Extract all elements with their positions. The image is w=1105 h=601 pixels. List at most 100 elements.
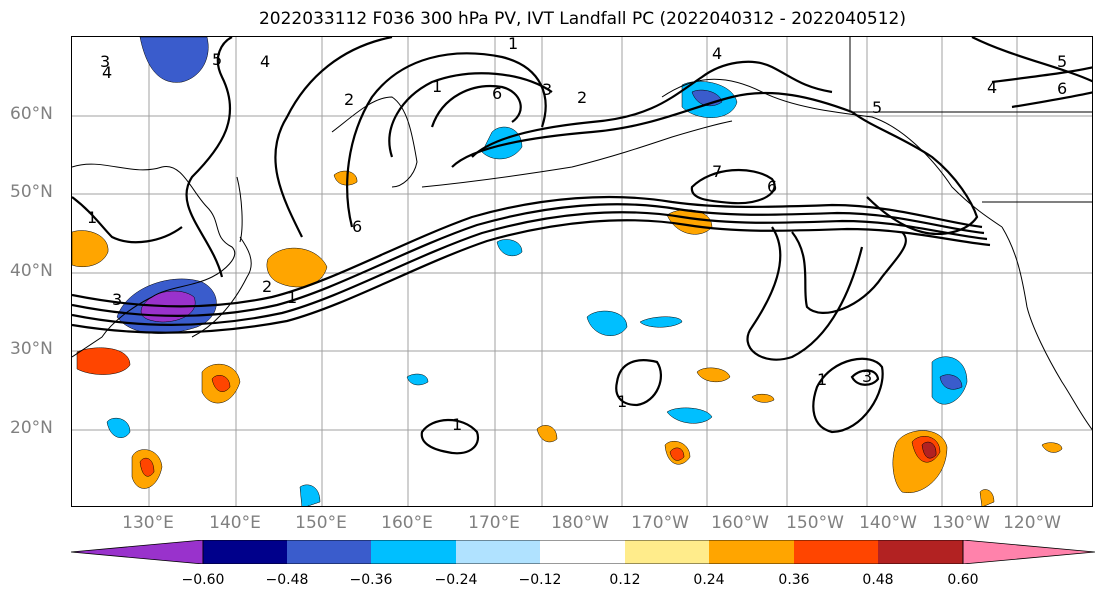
contour-line xyxy=(388,72,553,158)
contour-label: 3 xyxy=(100,52,110,71)
colorbar-bin xyxy=(371,540,456,564)
positive-anomaly-west xyxy=(72,230,109,268)
contour-label: 1 xyxy=(452,415,462,434)
lon-label-160e: 160°E xyxy=(381,513,433,533)
na-west-coast xyxy=(1001,226,1092,431)
colorbar-bin xyxy=(540,540,625,564)
map-title: 2022033112 F036 300 hPa PV, IVT Landfall… xyxy=(258,9,906,29)
contour-label: 5 xyxy=(872,98,882,117)
contour-label: 7 xyxy=(712,162,722,181)
contour-label: 1 xyxy=(87,208,97,227)
colorbar-tick: 0.60 xyxy=(947,572,979,588)
lon-label-150e: 150°E xyxy=(295,513,347,533)
graticule xyxy=(72,37,1092,506)
map-canvas: 3 4 5 4 1 2 1 6 3 2 4 5 7 6 6 2 1 1 3 1 … xyxy=(72,37,1092,506)
lat-label-60n: 60°N xyxy=(10,104,53,124)
negative-anomaly-mid2 xyxy=(586,310,628,336)
contour-label: 2 xyxy=(577,88,587,107)
contour-label: 5 xyxy=(1057,52,1067,71)
alaska-coast xyxy=(661,78,1003,228)
contour-label: 4 xyxy=(260,52,270,71)
positive-anomaly-east-center xyxy=(921,441,937,459)
negative-anomaly-hawaii xyxy=(666,407,713,424)
colorbar-bin xyxy=(709,540,794,564)
contour-line xyxy=(850,369,880,386)
negative-anomaly-south3 xyxy=(406,373,429,386)
contour-line xyxy=(72,195,983,308)
colorbar-extend-high xyxy=(962,540,1095,564)
contour-label: 4 xyxy=(987,78,997,97)
contour-line xyxy=(851,111,979,235)
lon-label-150w: 150°W xyxy=(786,513,844,533)
contour-line xyxy=(72,196,183,244)
lon-label-130e: 130°E xyxy=(122,513,174,533)
lon-label-140e: 140°E xyxy=(209,513,261,533)
positive-anomaly-mid1 xyxy=(536,425,558,443)
positive-anomaly-sw3-core xyxy=(139,457,155,477)
positive-anomaly-se xyxy=(1041,442,1063,453)
lon-label-160w: 160°W xyxy=(711,513,769,533)
negative-anomaly-east-core xyxy=(939,374,963,390)
contour-label: 5 xyxy=(212,50,222,69)
contour-line xyxy=(430,84,522,128)
contour-label-group: 3 4 5 4 1 2 1 6 3 2 4 5 7 6 6 2 1 1 3 1 … xyxy=(87,37,1067,434)
contour-line xyxy=(420,418,480,455)
contour-label: 3 xyxy=(862,367,872,386)
lon-label-120w: 120°W xyxy=(1003,513,1061,533)
negative-anomaly-kamchatka xyxy=(481,126,523,160)
colorbar-bin xyxy=(625,540,709,564)
contour-line xyxy=(971,37,1092,83)
aleutians xyxy=(421,120,733,188)
colorbar-bin xyxy=(878,540,963,564)
negative-anomaly-mid1 xyxy=(496,239,523,257)
colorbar-bin xyxy=(456,540,540,564)
contour-label: 6 xyxy=(352,217,362,236)
japan-coast xyxy=(191,236,252,338)
contour-label: 1 xyxy=(817,370,827,389)
colorbar-tick: −0.12 xyxy=(518,572,562,588)
colorbar-bin xyxy=(794,540,878,564)
contour-label: 2 xyxy=(344,90,354,109)
map-panel: 3 4 5 4 1 2 1 6 3 2 4 5 7 6 6 2 1 1 3 1 … xyxy=(71,36,1093,507)
contour-line xyxy=(185,37,233,278)
contour-label: 3 xyxy=(112,290,122,309)
colorbar-bin xyxy=(203,540,287,564)
colorbar-bin xyxy=(287,540,371,564)
positive-anomaly-sw1 xyxy=(76,347,131,375)
asia-coast xyxy=(72,163,235,358)
contour-label: 4 xyxy=(102,63,112,82)
negative-anomaly-nw xyxy=(139,37,209,83)
contour-line xyxy=(615,359,662,407)
lon-label-130w: 130°W xyxy=(932,513,990,533)
colorbar-tick: −0.24 xyxy=(434,572,478,588)
positive-anomaly-mid2-core xyxy=(669,447,685,461)
contour-label: 6 xyxy=(492,84,502,103)
positive-anomaly-mid4 xyxy=(751,393,775,403)
lon-label-140w: 140°W xyxy=(859,513,917,533)
pv-contours xyxy=(72,37,1092,455)
kamchatka xyxy=(331,96,418,188)
positive-anomaly-mid3 xyxy=(696,367,731,383)
contour-line xyxy=(746,226,864,361)
contour-label: 2 xyxy=(262,277,272,296)
contour-label: 1 xyxy=(617,392,627,411)
positive-anomaly-okhotsk xyxy=(333,170,358,186)
colorbar-tick: 0.24 xyxy=(693,572,725,588)
contour-label: 1 xyxy=(508,37,518,53)
colorbar-tick: −0.60 xyxy=(181,572,225,588)
contour-line xyxy=(274,37,393,238)
contour-line xyxy=(791,231,907,314)
contour-label: 6 xyxy=(767,177,777,196)
contour-line xyxy=(991,66,1092,84)
contour-label: 6 xyxy=(1057,79,1067,98)
colorbar-tick: 0.48 xyxy=(862,572,894,588)
colorbar-outline xyxy=(202,540,964,564)
sakhalin xyxy=(236,176,243,243)
contour-label: 4 xyxy=(712,44,722,63)
contour-label: 1 xyxy=(287,288,297,307)
positive-anomaly-sw2-core xyxy=(211,375,231,392)
lat-label-50n: 50°N xyxy=(10,182,53,202)
lat-label-30n: 30°N xyxy=(10,339,53,359)
lon-label-170w: 170°W xyxy=(631,513,689,533)
lon-label-180w: 180°W xyxy=(551,513,609,533)
